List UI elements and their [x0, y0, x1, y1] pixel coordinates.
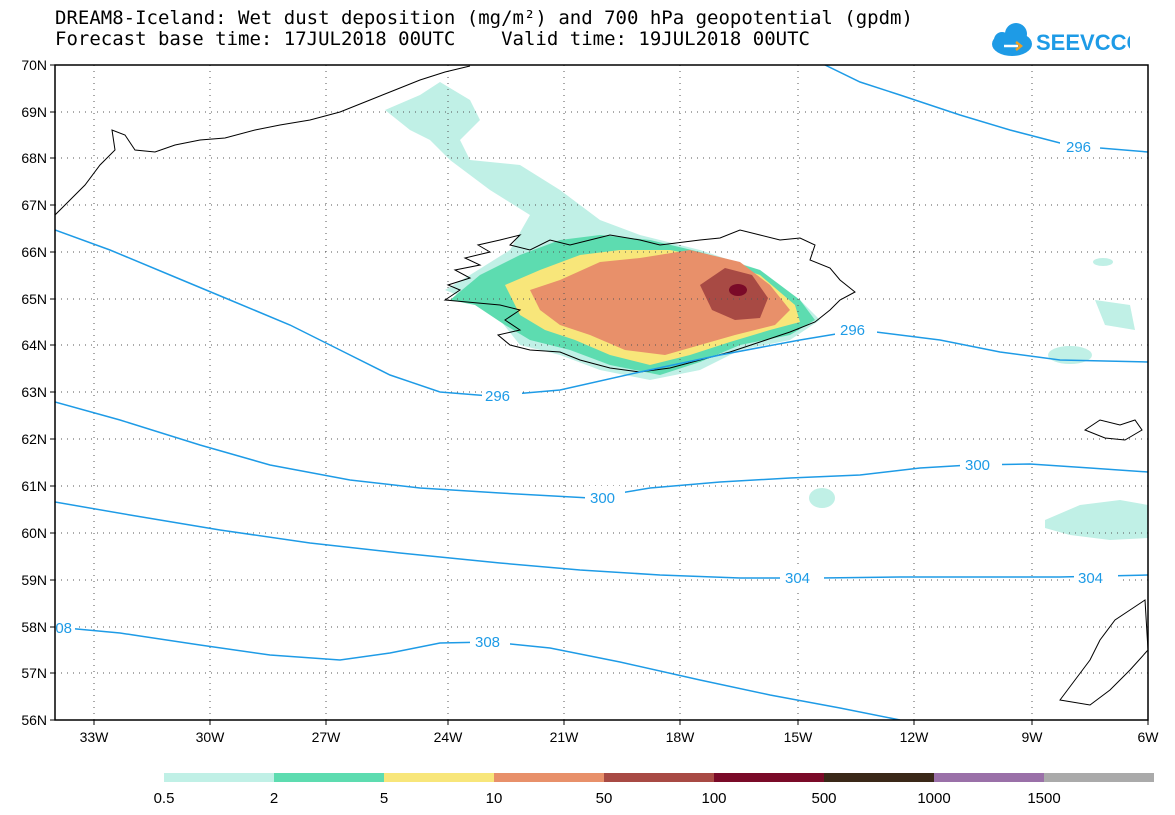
- colorbar-label: 1000: [917, 790, 950, 807]
- cloud-icon: [992, 23, 1032, 56]
- contour-label: 308: [475, 634, 500, 651]
- colorbar-swatch: [1044, 773, 1154, 782]
- dust-shading: [385, 82, 1148, 540]
- colorbar-label: 1500: [1027, 790, 1060, 807]
- colorbar-swatch: [384, 773, 494, 782]
- colorbar-label: 10: [486, 790, 503, 807]
- colorbar-label: 100: [701, 790, 726, 807]
- lat-label: 70N: [21, 57, 47, 73]
- faroe-coastline: [1083, 419, 1143, 441]
- colorbar-label: 5: [380, 790, 388, 807]
- map-grid: [55, 65, 1148, 720]
- lat-label: 65N: [21, 291, 47, 307]
- contour-label: 296: [1066, 139, 1091, 156]
- colorbar: 0.5 2 5 10 50 100 500 1000 1500: [154, 773, 1154, 807]
- contour-label: 304: [1078, 570, 1103, 587]
- lat-label: 67N: [21, 197, 47, 213]
- coastlines: [55, 65, 1148, 706]
- colorbar-label: 500: [811, 790, 836, 807]
- colorbar-swatch: [934, 773, 1044, 782]
- lat-label: 64N: [21, 337, 47, 353]
- colorbar-label: 50: [596, 790, 613, 807]
- lat-label: 57N: [21, 665, 47, 681]
- lon-label: 21W: [550, 729, 580, 745]
- lat-label: 56N: [21, 712, 47, 728]
- contour-label: 300: [590, 490, 615, 507]
- iceland-coastline: [443, 229, 856, 373]
- lat-label: 69N: [21, 104, 47, 120]
- colorbar-label: 2: [270, 790, 278, 807]
- lon-label: 27W: [312, 729, 342, 745]
- contour-300: [55, 401, 1148, 499]
- colorbar-swatch: [714, 773, 824, 782]
- colorbar-swatch: [494, 773, 604, 782]
- chart-title: DREAM8-Iceland: Wet dust deposition (mg/…: [55, 7, 913, 29]
- contour-label: 304: [785, 570, 810, 587]
- lon-label: 9W: [1022, 729, 1044, 745]
- lat-label: 62N: [21, 431, 47, 447]
- lon-label: 33W: [80, 729, 110, 745]
- dust-area-100: [729, 284, 747, 296]
- contour-label: 308: [47, 620, 72, 637]
- lon-label: 30W: [196, 729, 226, 745]
- dust-area-light-spot: [809, 488, 835, 508]
- contour-labels: 296 296 296 300 300 304 304 308 308: [47, 139, 1103, 651]
- lon-label: 12W: [900, 729, 930, 745]
- colorbar-swatch: [274, 773, 384, 782]
- dust-area-light-spot: [1093, 258, 1113, 266]
- contour-296-south: [55, 229, 1148, 397]
- latitude-labels: 70N 69N 68N 67N 66N 65N 64N 63N 62N 61N …: [21, 57, 47, 728]
- lat-label: 58N: [21, 619, 47, 635]
- contour-label: 296: [485, 388, 510, 405]
- colorbar-swatch: [604, 773, 714, 782]
- contour-label: 296: [840, 322, 865, 339]
- lat-label: 60N: [21, 525, 47, 541]
- seevccc-logo: SEEVCCC: [992, 23, 1130, 56]
- lat-label: 59N: [21, 572, 47, 588]
- dust-area-light-spot: [1095, 300, 1135, 330]
- lat-label: 63N: [21, 384, 47, 400]
- colorbar-swatch: [164, 773, 274, 782]
- lat-label: 66N: [21, 244, 47, 260]
- contour-308: [55, 626, 901, 720]
- dust-area-light-east: [1045, 500, 1148, 540]
- lon-label: 18W: [666, 729, 696, 745]
- contour-label: 300: [965, 457, 990, 474]
- greenland-coastline: [55, 65, 471, 216]
- scotland-coastline: [1059, 599, 1148, 706]
- lon-label: 15W: [784, 729, 814, 745]
- logo-text: SEEVCCC: [1036, 30, 1130, 55]
- lon-label: 24W: [434, 729, 464, 745]
- colorbar-swatch: [824, 773, 934, 782]
- chart-subtitle: Forecast base time: 17JUL2018 00UTC Vali…: [55, 28, 810, 50]
- lat-label: 61N: [21, 478, 47, 494]
- colorbar-label: 0.5: [154, 790, 175, 807]
- lon-label: 6W: [1138, 729, 1160, 745]
- lat-label: 68N: [21, 150, 47, 166]
- longitude-labels: 33W 30W 27W 24W 21W 18W 15W 12W 9W 6W: [80, 729, 1160, 745]
- contour-304: [55, 501, 1148, 579]
